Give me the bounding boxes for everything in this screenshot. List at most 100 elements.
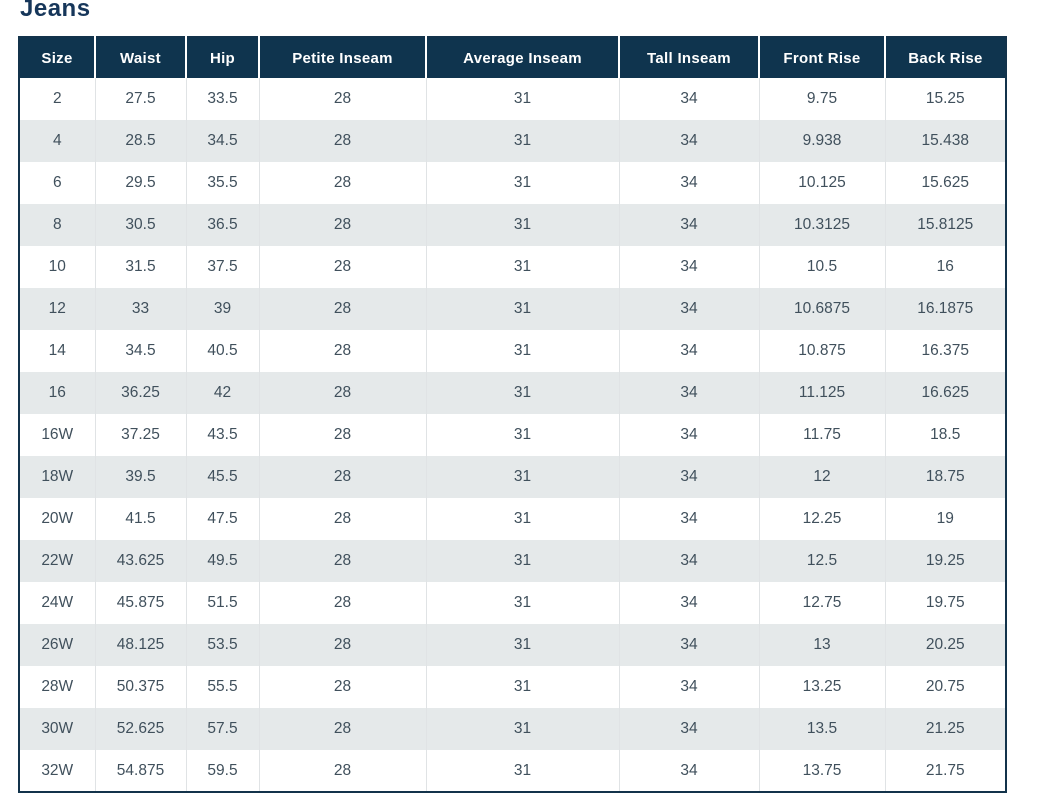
table-cell: 18.5 xyxy=(884,414,1006,456)
table-cell: 15.438 xyxy=(884,120,1006,162)
table-cell: 34.5 xyxy=(94,330,186,372)
table-row-size-6: 6 29.5 35.5 28 31 34 10.125 15.625 xyxy=(19,162,1006,204)
table-cell: 31 xyxy=(425,708,619,750)
table-cell: 9.938 xyxy=(758,120,885,162)
table-cell: 50.375 xyxy=(94,666,186,708)
column-header-back-rise: Back Rise xyxy=(884,37,1006,78)
table-cell: 34 xyxy=(618,666,759,708)
table-cell: 15.625 xyxy=(884,162,1006,204)
table-row-size-20w: 20W 41.5 47.5 28 31 34 12.25 19 xyxy=(19,498,1006,540)
table-cell: 21.25 xyxy=(884,708,1006,750)
table-cell: 4 xyxy=(19,120,95,162)
table-cell: 13.25 xyxy=(758,666,885,708)
table-cell: 39.5 xyxy=(94,456,186,498)
table-cell: 29.5 xyxy=(94,162,186,204)
table-cell: 32W xyxy=(19,750,95,792)
table-cell: 10.125 xyxy=(758,162,885,204)
table-cell: 31 xyxy=(425,204,619,246)
table-cell: 10.6875 xyxy=(758,288,885,330)
table-cell: 28 xyxy=(258,456,426,498)
table-row-size-28w: 28W 50.375 55.5 28 31 34 13.25 20.75 xyxy=(19,666,1006,708)
table-cell: 31 xyxy=(425,120,619,162)
table-cell: 11.125 xyxy=(758,372,885,414)
table-cell: 30.5 xyxy=(94,204,186,246)
table-cell: 31 xyxy=(425,246,619,288)
table-cell: 16 xyxy=(884,246,1006,288)
table-cell: 28 xyxy=(258,162,426,204)
table-cell: 31 xyxy=(425,372,619,414)
table-cell: 51.5 xyxy=(185,582,259,624)
table-cell: 28 xyxy=(258,288,426,330)
table-cell: 49.5 xyxy=(185,540,259,582)
table-cell: 36.25 xyxy=(94,372,186,414)
table-row-size-4: 4 28.5 34.5 28 31 34 9.938 15.438 xyxy=(19,120,1006,162)
table-cell: 12.25 xyxy=(758,498,885,540)
table-cell: 43.5 xyxy=(185,414,259,456)
table-cell: 8 xyxy=(19,204,95,246)
table-cell: 31 xyxy=(425,330,619,372)
table-cell: 31 xyxy=(425,78,619,120)
table-cell: 11.75 xyxy=(758,414,885,456)
table-cell: 16.375 xyxy=(884,330,1006,372)
table-cell: 28 xyxy=(258,624,426,666)
table-cell: 47.5 xyxy=(185,498,259,540)
table-cell: 31.5 xyxy=(94,246,186,288)
table-cell: 57.5 xyxy=(185,708,259,750)
table-cell: 12 xyxy=(758,456,885,498)
table-cell: 31 xyxy=(425,288,619,330)
table-cell: 59.5 xyxy=(185,750,259,792)
table-cell: 31 xyxy=(425,582,619,624)
table-cell: 9.75 xyxy=(758,78,885,120)
table-cell: 31 xyxy=(425,540,619,582)
table-cell: 19.25 xyxy=(884,540,1006,582)
table-cell: 12.5 xyxy=(758,540,885,582)
table-cell: 18W xyxy=(19,456,95,498)
table-cell: 42 xyxy=(185,372,259,414)
table-cell: 18.75 xyxy=(884,456,1006,498)
table-cell: 22W xyxy=(19,540,95,582)
table-cell: 16 xyxy=(19,372,95,414)
table-cell: 28 xyxy=(258,246,426,288)
table-cell: 31 xyxy=(425,624,619,666)
table-cell: 24W xyxy=(19,582,95,624)
table-cell: 33.5 xyxy=(185,78,259,120)
table-row-size-22w: 22W 43.625 49.5 28 31 34 12.5 19.25 xyxy=(19,540,1006,582)
table-cell: 34 xyxy=(618,498,759,540)
table-cell: 28 xyxy=(258,582,426,624)
table-cell: 10.3125 xyxy=(758,204,885,246)
table-cell: 26W xyxy=(19,624,95,666)
table-cell: 21.75 xyxy=(884,750,1006,792)
table-cell: 52.625 xyxy=(94,708,186,750)
table-row-size-16: 16 36.25 42 28 31 34 11.125 16.625 xyxy=(19,372,1006,414)
table-cell: 34 xyxy=(618,372,759,414)
table-cell: 28.5 xyxy=(94,120,186,162)
jeans-size-chart-table: Size Waist Hip Petite Inseam Average Inseam T… xyxy=(18,36,1007,793)
table-cell: 34 xyxy=(618,708,759,750)
table-cell: 28 xyxy=(258,414,426,456)
table-cell: 37.25 xyxy=(94,414,186,456)
table-cell: 28 xyxy=(258,372,426,414)
table-cell: 33 xyxy=(94,288,186,330)
table-cell: 19.75 xyxy=(884,582,1006,624)
table-cell: 30W xyxy=(19,708,95,750)
table-cell: 28 xyxy=(258,540,426,582)
table-row-size-26w: 26W 48.125 53.5 28 31 34 13 20.25 xyxy=(19,624,1006,666)
table-cell: 31 xyxy=(425,666,619,708)
table-cell: 27.5 xyxy=(94,78,186,120)
column-header-tall-inseam: Tall Inseam xyxy=(618,37,759,78)
table-cell: 34 xyxy=(618,540,759,582)
table-cell: 34 xyxy=(618,414,759,456)
table-cell: 34 xyxy=(618,204,759,246)
table-cell: 2 xyxy=(19,78,95,120)
table-cell: 20.75 xyxy=(884,666,1006,708)
table-cell: 55.5 xyxy=(185,666,259,708)
table-cell: 20W xyxy=(19,498,95,540)
table-cell: 45.5 xyxy=(185,456,259,498)
table-cell: 40.5 xyxy=(185,330,259,372)
table-row-size-2: 2 27.5 33.5 28 31 34 9.75 15.25 xyxy=(19,78,1006,120)
table-body: 2 27.5 33.5 28 31 34 9.75 15.25 4 28.5 34.5 28 31 34 9… xyxy=(19,78,1006,792)
table-row-size-18w: 18W 39.5 45.5 28 31 34 12 18.75 xyxy=(19,456,1006,498)
table-cell: 28 xyxy=(258,120,426,162)
table-cell: 10.5 xyxy=(758,246,885,288)
